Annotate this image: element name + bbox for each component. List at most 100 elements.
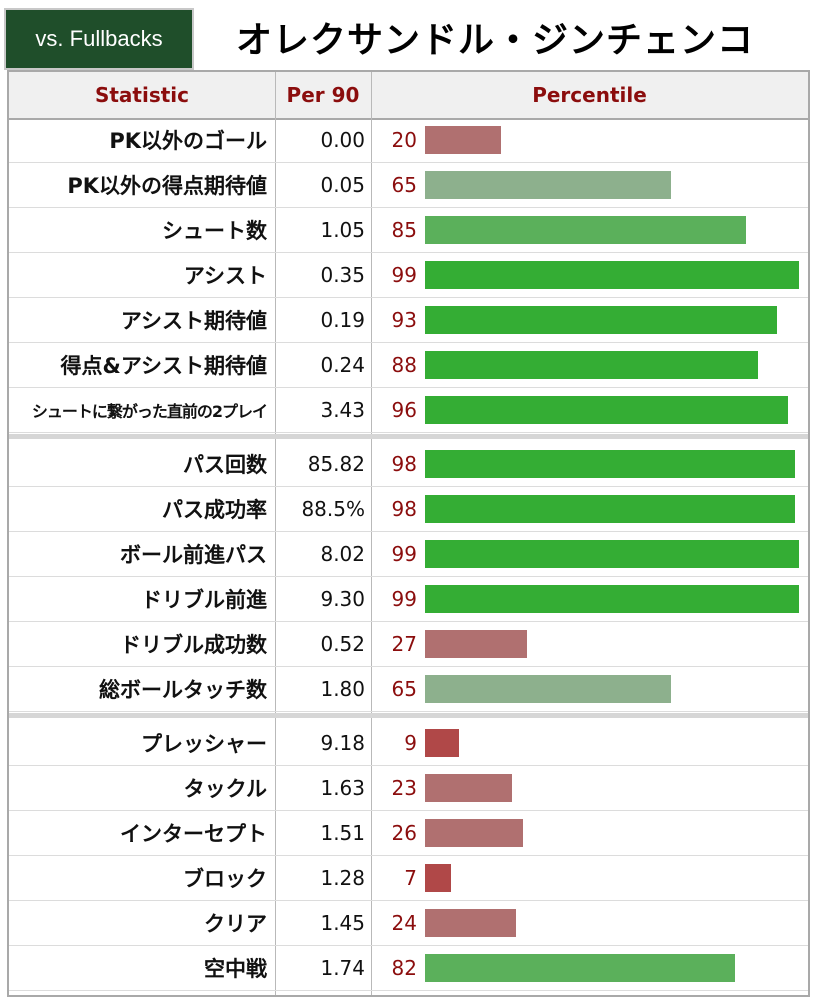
- table-row: クリア 1.45 24: [9, 901, 808, 946]
- statistic-label: アシスト: [183, 264, 267, 288]
- percentile-bar-track: [425, 396, 803, 424]
- percentile-bar: [425, 909, 516, 937]
- header-per90: Per 90: [286, 83, 360, 107]
- column-divider-1: [275, 72, 276, 995]
- percentile-bar: [425, 450, 795, 478]
- percentile-bar: [425, 396, 788, 424]
- percentile-value: 99: [391, 542, 417, 566]
- per90-value: 1.63: [320, 776, 365, 800]
- percentile-bar: [425, 864, 451, 892]
- per90-value: 0.00: [320, 128, 365, 152]
- table-row: アシスト 0.35 99: [9, 253, 808, 298]
- percentile-bar: [425, 216, 746, 244]
- player-name-title: オレクサンドル・ジンチェンコ: [236, 20, 755, 61]
- per90-value: 0.05: [320, 173, 365, 197]
- table-row: プレッシャー 9.18 9: [9, 721, 808, 766]
- percentile-bar: [425, 774, 512, 802]
- table-row: タックル 1.63 23: [9, 766, 808, 811]
- statistic-label: アシスト期待値: [120, 309, 267, 333]
- percentile-bar-track: [425, 864, 803, 892]
- percentile-value: 9: [404, 731, 417, 755]
- percentile-bar: [425, 675, 671, 703]
- table-row: PK以外のゴール 0.00 20: [9, 118, 808, 163]
- percentile-bar-track: [425, 171, 803, 199]
- percentile-bar-track: [425, 585, 803, 613]
- percentile-bar: [425, 171, 671, 199]
- percentile-bar-track: [425, 306, 803, 334]
- table-row: ボール前進パス 8.02 99: [9, 532, 808, 577]
- percentile-value: 26: [391, 821, 417, 845]
- percentile-bar-track: [425, 126, 803, 154]
- percentile-bar-track: [425, 954, 803, 982]
- percentile-bar-track: [425, 675, 803, 703]
- per90-value: 0.52: [320, 632, 365, 656]
- percentile-bar-track: [425, 540, 803, 568]
- percentile-value: 99: [391, 263, 417, 287]
- table-row: インターセプト 1.51 26: [9, 811, 808, 856]
- statistic-label: パス成功率: [162, 498, 267, 522]
- percentile-value: 98: [391, 497, 417, 521]
- per90-value: 9.30: [320, 587, 365, 611]
- group-separator: [9, 713, 808, 718]
- percentile-bar-track: [425, 774, 803, 802]
- table-row: ドリブル前進 9.30 99: [9, 577, 808, 622]
- per90-value: 1.45: [320, 911, 365, 935]
- table-row: パス成功率 88.5% 98: [9, 487, 808, 532]
- percentile-bar-track: [425, 261, 803, 289]
- percentile-bar: [425, 126, 501, 154]
- per90-value: 1.80: [320, 677, 365, 701]
- statistic-label: プレッシャー: [141, 732, 267, 756]
- percentile-bar: [425, 630, 527, 658]
- table-row: 空中戦 1.74 82: [9, 946, 808, 991]
- percentile-bar: [425, 954, 735, 982]
- percentile-bar: [425, 261, 799, 289]
- statistic-label: インターセプト: [120, 822, 267, 846]
- per90-value: 1.51: [320, 821, 365, 845]
- percentile-value: 82: [391, 956, 417, 980]
- comparison-badge-label: vs. Fullbacks: [35, 26, 163, 51]
- table-row: PK以外の得点期待値 0.05 65: [9, 163, 808, 208]
- statistic-label: PK以外のゴール: [109, 129, 267, 153]
- statistic-label: シュート数: [162, 219, 267, 243]
- per90-value: 9.18: [320, 731, 365, 755]
- percentile-bar: [425, 585, 799, 613]
- table-row: 得点&アシスト期待値 0.24 88: [9, 343, 808, 388]
- percentile-bar-track: [425, 495, 803, 523]
- statistic-label: シュートに繋がった直前の2プレイ: [31, 402, 268, 421]
- table-row: ブロック 1.28 7: [9, 856, 808, 901]
- percentile-bar-track: [425, 729, 803, 757]
- percentile-bar-track: [425, 351, 803, 379]
- statistic-label: ドリブル前進: [141, 588, 267, 612]
- percentile-value: 24: [391, 911, 417, 935]
- per90-value: 88.5%: [301, 497, 365, 521]
- per90-value: 1.05: [320, 218, 365, 242]
- percentile-bar: [425, 495, 795, 523]
- percentile-value: 98: [391, 452, 417, 476]
- percentile-value: 65: [391, 173, 417, 197]
- percentile-bar: [425, 729, 459, 757]
- scouting-report-table: Statistic Per 90 Percentile PK以外のゴール 0.00…: [7, 70, 810, 997]
- per90-value: 1.28: [320, 866, 365, 890]
- header-statistic: Statistic: [94, 83, 190, 107]
- comparison-badge: vs. Fullbacks: [4, 8, 194, 70]
- percentile-bar-track: [425, 909, 803, 937]
- table-row: 総ボールタッチ数 1.80 65: [9, 667, 808, 712]
- percentile-value: 20: [391, 128, 417, 152]
- percentile-value: 65: [391, 677, 417, 701]
- percentile-value: 99: [391, 587, 417, 611]
- percentile-value: 93: [391, 308, 417, 332]
- table-row: ドリブル成功数 0.52 27: [9, 622, 808, 667]
- per90-value: 0.35: [320, 263, 365, 287]
- percentile-bar: [425, 819, 523, 847]
- table-row: アシスト期待値 0.19 93: [9, 298, 808, 343]
- percentile-value: 96: [391, 398, 417, 422]
- statistic-label: クリア: [204, 912, 267, 936]
- percentile-value: 85: [391, 218, 417, 242]
- per90-value: 85.82: [307, 452, 365, 476]
- table-header: Statistic Per 90 Percentile: [9, 72, 808, 120]
- per90-value: 3.43: [320, 398, 365, 422]
- per90-value: 8.02: [320, 542, 365, 566]
- statistic-label: タックル: [183, 777, 267, 801]
- statistic-label: 総ボールタッチ数: [99, 678, 267, 702]
- percentile-bar: [425, 306, 777, 334]
